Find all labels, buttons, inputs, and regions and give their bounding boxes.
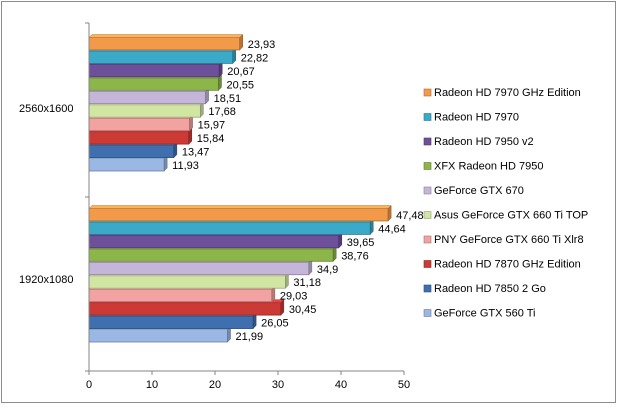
data-label: 29,03 — [280, 291, 308, 303]
bar — [88, 208, 389, 222]
bar-side-face — [239, 33, 244, 51]
legend-label: PNY GeForce GTX 660 Ti Xlr8 — [434, 234, 584, 246]
bar-side-face — [280, 299, 285, 316]
legend-label: GeForce GTX 560 Ti — [434, 308, 535, 320]
x-tick-label: 0 — [86, 379, 92, 391]
data-label: 17,68 — [208, 106, 236, 118]
bar — [88, 117, 191, 132]
bar — [88, 144, 175, 158]
x-tick-label: 30 — [272, 379, 284, 391]
legend-swatch — [423, 284, 432, 293]
legend-swatch — [423, 260, 432, 268]
legend-swatch — [423, 235, 432, 244]
bar — [88, 329, 228, 343]
category-label: 1920x1080 — [19, 274, 73, 286]
category-label: 2560x1600 — [19, 103, 73, 115]
bar — [88, 261, 310, 276]
legend-swatch — [423, 137, 432, 146]
data-label: 39,65 — [347, 237, 375, 249]
bar — [88, 131, 190, 145]
bar — [88, 302, 282, 316]
data-label: 13,47 — [182, 147, 210, 159]
legend-label: Radeon HD 7970 GHz Edition — [434, 87, 581, 99]
x-tick-label: 40 — [335, 379, 347, 391]
bar — [88, 315, 254, 329]
legend-label: XFX Radeon HD 7950 — [434, 161, 543, 173]
bar — [88, 50, 234, 64]
bar — [88, 275, 286, 289]
x-tick-label: 50 — [398, 379, 410, 391]
data-label: 30,45 — [289, 304, 317, 316]
legend-swatch — [423, 113, 432, 121]
data-label: 44,64 — [378, 223, 406, 235]
bar — [88, 77, 219, 91]
legend-label: GeForce GTX 670 — [434, 185, 524, 197]
legend-swatch — [423, 162, 432, 170]
legend-label: Radeon HD 7870 GHz Edition — [434, 259, 581, 271]
bar-side-face — [387, 204, 392, 222]
axis-layer: 0 10 20 30 40 50 1920x1080 2560x1600 — [19, 22, 410, 391]
legend-swatch — [423, 211, 432, 219]
legend-label: Radeon HD 7850 2 Go — [434, 283, 546, 295]
bar — [88, 248, 334, 262]
legend-label: Radeon HD 7950 v2 — [434, 136, 534, 148]
bar — [88, 288, 273, 303]
legend-swatch — [423, 88, 432, 97]
legend-label: Asus GeForce GTX 660 Ti TOP — [434, 210, 588, 222]
bar — [88, 90, 207, 105]
x-tick-label: 20 — [209, 379, 221, 391]
data-label: 15,97 — [198, 120, 226, 132]
data-label: 23,93 — [248, 39, 276, 51]
legend-swatch — [423, 186, 432, 195]
legend-layer: Radeon HD 7970 GHz Edition Radeon HD 7970… — [423, 87, 588, 320]
bar — [88, 104, 201, 118]
data-label: 34,9 — [317, 264, 338, 276]
x-tick-label: 10 — [146, 379, 158, 391]
bar — [88, 221, 371, 235]
bar — [88, 37, 241, 51]
legend-label: Radeon HD 7970 — [434, 112, 519, 124]
bar — [88, 158, 165, 172]
data-label: 15,84 — [197, 133, 225, 145]
data-label: 18,51 — [214, 93, 242, 105]
bars-layer: 21,9926,0530,4529,0331,1834,938,7639,654… — [88, 33, 424, 343]
data-label: 20,67 — [227, 66, 255, 78]
data-label: 20,55 — [226, 79, 254, 91]
data-label: 21,99 — [236, 331, 264, 343]
data-label: 22,82 — [241, 52, 269, 64]
bar-top-face — [88, 205, 392, 209]
chart-frame: 21,99 26,05 30,45 29,03 31,18 34,9 38,76 39,65 4… — [1, 1, 616, 403]
data-label: 26,05 — [261, 318, 289, 330]
legend-swatch — [423, 309, 432, 317]
bar — [88, 235, 340, 249]
data-label: 31,18 — [293, 277, 321, 289]
bar-top-face — [88, 34, 244, 38]
data-label: 11,93 — [172, 160, 199, 172]
data-label: 47,48 — [396, 210, 424, 222]
bar-chart: 21,9926,0530,4529,0331,1834,938,7639,654… — [1, 1, 616, 403]
bar — [88, 64, 220, 78]
data-label: 38,76 — [341, 250, 369, 262]
